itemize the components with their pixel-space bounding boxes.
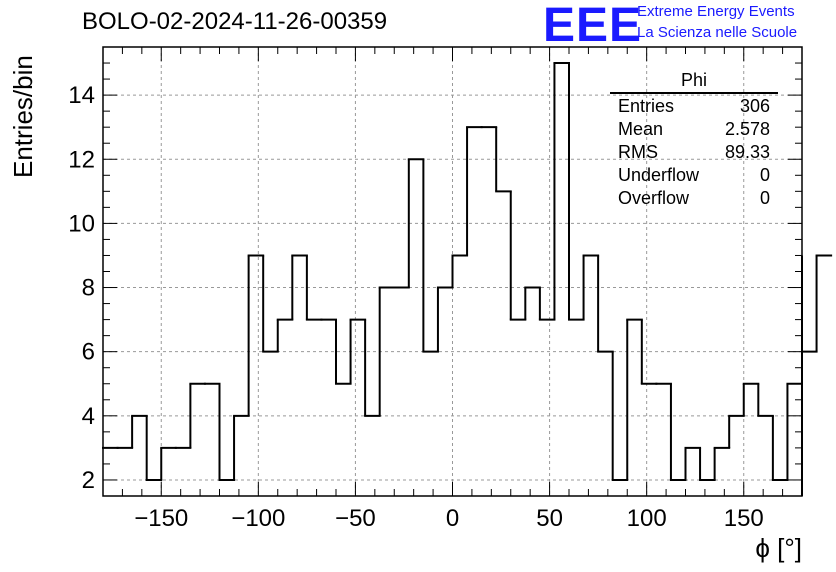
- x-tick-label: 100: [627, 505, 667, 532]
- y-tick-label: 14: [68, 82, 95, 109]
- stats-row-mean: Mean 2.578: [610, 118, 778, 141]
- stats-row-overflow: Overflow 0: [610, 187, 778, 210]
- stats-value: 306: [739, 96, 770, 116]
- eee-subtitle-line2: La Scienza nelle Scuole: [637, 24, 798, 41]
- x-tick-label: −100: [231, 505, 285, 532]
- stats-box: Phi Entries 306 Mean 2.578 RMS 89.33 Und…: [610, 70, 778, 210]
- x-tick-label: 0: [446, 505, 459, 532]
- stats-label: Underflow: [618, 165, 700, 185]
- eee-logo: EEE: [543, 0, 643, 52]
- x-tick-label: −50: [335, 505, 376, 532]
- stats-row-underflow: Underflow 0: [610, 164, 778, 187]
- stats-title: Phi: [610, 70, 778, 94]
- stats-value: 0: [759, 188, 770, 208]
- y-tick-label: 10: [68, 210, 95, 237]
- axis-layer: −150 −100 −50 0 50 100 150 2 4 6 8 10 12 14: [68, 46, 803, 532]
- stats-value: 89.33: [724, 142, 770, 162]
- stats-label: RMS: [618, 142, 658, 162]
- y-tick-label: 6: [82, 339, 95, 366]
- x-tick-label: 150: [724, 505, 764, 532]
- stats-row-rms: RMS 89.33: [610, 141, 778, 164]
- y-tick-label: 4: [82, 403, 95, 430]
- y-tick-label: 12: [68, 146, 95, 173]
- x-axis-label: ϕ [°]: [755, 533, 802, 563]
- y-tick-label: 8: [82, 275, 95, 302]
- stats-row-entries: Entries 306: [610, 95, 778, 118]
- page-title: BOLO-02-2024-11-26-00359: [82, 8, 388, 35]
- x-tick-label: 50: [536, 505, 563, 532]
- stats-value: 0: [759, 165, 770, 185]
- stats-label: Entries: [618, 96, 675, 116]
- stats-label: Overflow: [618, 188, 690, 208]
- stats-label: Mean: [618, 119, 664, 139]
- y-tick-label: 2: [82, 467, 95, 494]
- stats-value: 2.578: [724, 119, 770, 139]
- eee-subtitle-line1: Extreme Energy Events: [637, 3, 795, 20]
- x-tick-label: −150: [134, 505, 188, 532]
